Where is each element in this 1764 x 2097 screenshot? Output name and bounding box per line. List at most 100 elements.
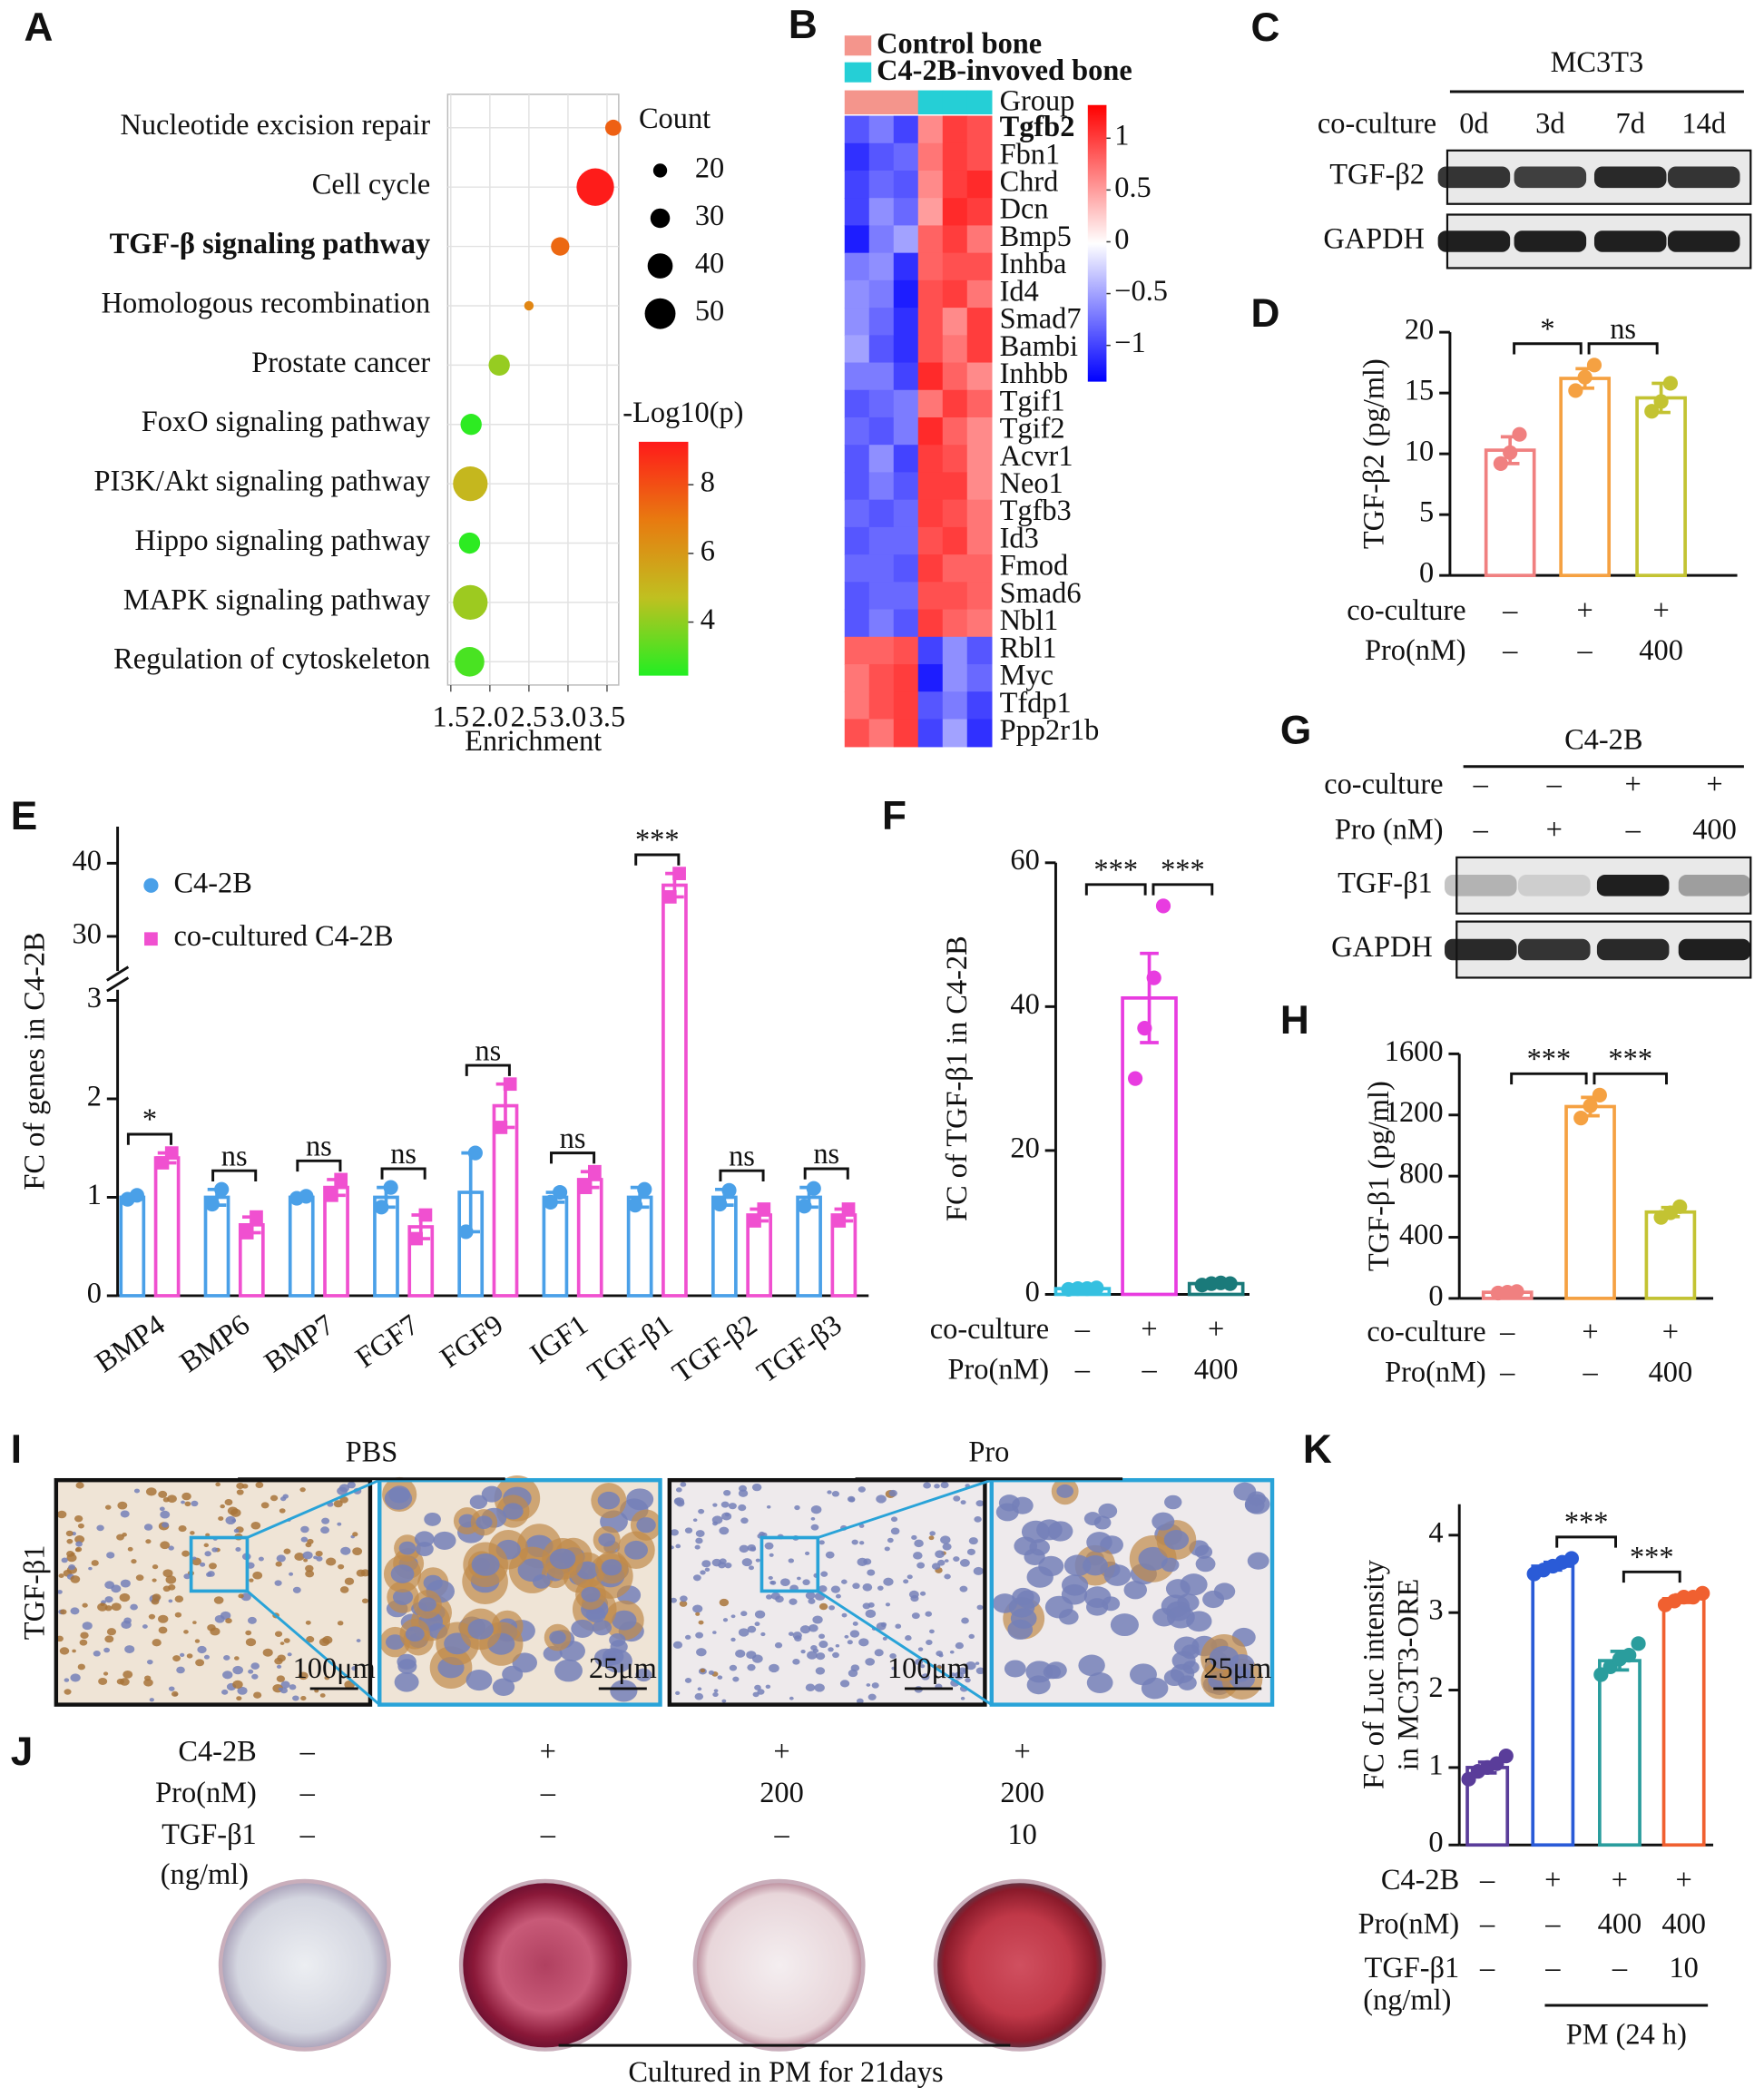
condition-value: – — [773, 1818, 789, 1851]
y-tick-label: 0 — [1428, 1827, 1443, 1859]
cell-nucleus — [754, 1684, 761, 1690]
cell-nucleus — [274, 1631, 283, 1638]
heatmap-cell — [966, 582, 993, 611]
cell-nucleus — [805, 1592, 816, 1600]
cell-nucleus — [751, 1654, 763, 1663]
significance-bracket — [465, 1063, 511, 1076]
cell-nucleus — [670, 1597, 677, 1603]
data-point — [1672, 1199, 1688, 1214]
zoom-line — [246, 1478, 380, 1539]
heatmap-cell — [893, 279, 919, 309]
cell-nucleus — [289, 1572, 294, 1576]
cell-nucleus — [602, 1648, 624, 1665]
panel-letter: D — [1250, 291, 1279, 336]
heatmap-cell — [844, 445, 870, 474]
condition-value: + — [1582, 1316, 1598, 1348]
heatmap-cell — [966, 554, 993, 583]
data-point — [1592, 1087, 1607, 1102]
category-label: Regulation of cytoskeleton — [113, 643, 430, 676]
cell-nucleus — [732, 1676, 740, 1682]
zoom-box — [189, 1535, 250, 1593]
cell-nucleus — [768, 1575, 773, 1581]
bubble — [453, 466, 488, 502]
cell-nucleus — [698, 1508, 705, 1514]
cell-nucleus — [306, 1636, 315, 1643]
category-label: Hippo signaling pathway — [135, 524, 431, 557]
cell-nucleus — [324, 1675, 330, 1681]
cell-nucleus — [66, 1551, 74, 1557]
cell-nucleus — [965, 1661, 976, 1671]
cell-nucleus — [865, 1609, 877, 1618]
significance-label: *** — [635, 824, 680, 857]
cell-nucleus — [812, 1615, 823, 1624]
significance-bracket — [634, 853, 681, 866]
cell-nucleus — [598, 1533, 616, 1547]
cell-nucleus — [279, 1687, 289, 1694]
data-point — [418, 1208, 433, 1222]
heatmap-cell — [844, 252, 870, 281]
cell-nucleus — [197, 1645, 207, 1654]
cell-nucleus — [728, 1503, 737, 1510]
cell-nucleus — [143, 1524, 153, 1531]
heatmap-cell — [844, 416, 870, 446]
cell-nucleus — [721, 1512, 732, 1521]
scale-bar-label: 25μm — [589, 1652, 657, 1685]
data-point — [1493, 456, 1508, 471]
heatmap-cell — [942, 335, 968, 364]
cell-nucleus — [492, 1678, 515, 1696]
cell-nucleus — [471, 1553, 500, 1576]
cell-nucleus — [754, 1622, 760, 1627]
heatmap-cell — [917, 389, 944, 418]
data-point — [1222, 1276, 1238, 1291]
cell-nucleus — [960, 1696, 965, 1700]
cell-nucleus — [475, 1515, 493, 1530]
cell-nucleus — [827, 1490, 832, 1494]
heatmap-cell — [868, 308, 895, 337]
y-tick-label: 2 — [1428, 1671, 1443, 1704]
x-tick-label: 2.5 — [511, 701, 548, 734]
condition-value: – — [1074, 1313, 1091, 1346]
x-tick-label: 3.5 — [589, 701, 626, 734]
cell-nucleus — [1195, 1555, 1216, 1573]
cell-nucleus — [106, 1552, 115, 1559]
colorbar-tick-label: −0.5 — [1114, 275, 1168, 308]
y-axis-label: FC of genes in C4-2B — [19, 932, 52, 1190]
y-axis-label: FC of TGF-β1 in C4-2B — [941, 936, 974, 1221]
cell-nucleus — [225, 1618, 232, 1624]
cell-nucleus — [162, 1585, 171, 1592]
significance-bracket — [1152, 883, 1214, 896]
heatmap-cell — [844, 719, 870, 748]
cell-nucleus — [70, 1575, 81, 1583]
heatmap-cell — [844, 225, 870, 254]
cell-nucleus — [968, 1633, 975, 1640]
y-tick-label: 20 — [1010, 1132, 1039, 1164]
condition-value: + — [1014, 1736, 1030, 1769]
cell-nucleus — [338, 1563, 345, 1570]
band-label: TGF-β2 — [1329, 159, 1425, 191]
cell-nucleus — [954, 1671, 965, 1680]
cell-nucleus — [160, 1510, 171, 1519]
cell-nucleus — [338, 1484, 349, 1493]
blot-band — [1667, 230, 1740, 252]
cell-nucleus — [103, 1647, 111, 1653]
culture-dish — [933, 1878, 1106, 2052]
cell-nucleus — [700, 1570, 706, 1575]
blot-band — [1593, 230, 1667, 252]
size-legend-mark — [644, 298, 676, 329]
y-tick-label: 2 — [87, 1080, 102, 1112]
row-label: Inhbb — [1000, 358, 1069, 390]
cell-nucleus — [321, 1517, 330, 1524]
cell-nucleus — [1098, 1503, 1118, 1519]
cell-nucleus — [928, 1535, 935, 1541]
cell-nucleus — [944, 1573, 951, 1580]
cell-nucleus — [926, 1639, 933, 1645]
cell-nucleus — [97, 1602, 108, 1612]
heatmap-cell — [893, 445, 919, 474]
heatmap-cell — [893, 499, 919, 528]
cell-nucleus — [247, 1616, 257, 1624]
row-label: Tgif1 — [1000, 385, 1065, 417]
cell-nucleus — [712, 1503, 718, 1507]
cell-nucleus — [908, 1590, 919, 1599]
row-label: Ppp2r1b — [1000, 714, 1100, 747]
